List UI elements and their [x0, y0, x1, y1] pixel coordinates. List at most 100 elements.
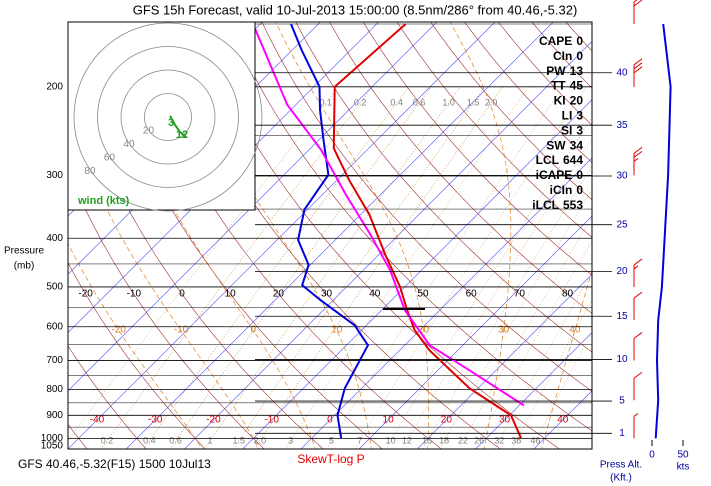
height-axis-unit: (Kft.) — [610, 473, 632, 484]
theta-label: 0 — [179, 289, 185, 300]
hodograph-ring-label: 80 — [84, 166, 96, 177]
plot-frame — [67, 21, 593, 450]
hodograph-ring-label: 60 — [104, 153, 116, 164]
mixing-ratio-label: 46 — [530, 435, 540, 445]
hodograph-trace — [169, 115, 187, 138]
index-name: LI — [562, 109, 573, 123]
overlay: 1050100090080070060050040030020015101520… — [41, 0, 689, 461]
index-value: 0 — [576, 183, 583, 197]
wind-tick-label: 0 — [649, 450, 655, 461]
moist-adiabat-label: 20 — [418, 325, 430, 336]
theta-label: -10 — [127, 289, 142, 300]
isotherm — [242, 99, 592, 449]
theta-label: 80 — [562, 289, 574, 300]
mixing-ratio-label: 1.5 — [232, 435, 245, 445]
dry-adiabat — [68, 262, 206, 449]
y-axis-label: Pressure — [4, 246, 44, 257]
chart-title: GFS 15h Forecast, valid 10-Jul-2013 15:0… — [133, 2, 578, 17]
wind-barb — [633, 371, 643, 401]
index-name: iCIn — [550, 183, 573, 197]
index-value: 20 — [570, 94, 584, 108]
theta-label: 10 — [225, 289, 237, 300]
height-tick-label: 20 — [616, 266, 628, 277]
isotherm — [68, 22, 379, 333]
mixing-ratio-label: 0.4 — [390, 97, 403, 107]
index-value: 45 — [570, 79, 584, 93]
y-tick-label: 300 — [46, 170, 63, 181]
mixing-ratio-label: 0.2 — [101, 435, 114, 445]
theta-label: 60 — [466, 289, 478, 300]
height-tick-label: 40 — [616, 67, 628, 78]
height-tick-label: 35 — [616, 120, 628, 131]
index-value: 0 — [576, 34, 583, 48]
height-tick-label: 1 — [619, 428, 625, 439]
index-name: KI — [554, 94, 566, 108]
y-tick-label: 200 — [46, 81, 63, 92]
height-tick-label: 25 — [616, 219, 628, 230]
theta-label: 50 — [417, 289, 429, 300]
mixing-ratio-label: 1 — [207, 435, 212, 445]
index-name: TT — [551, 79, 566, 93]
index-label: SW 34 — [546, 138, 583, 152]
mixing-ratio-label: 1.0 — [442, 97, 455, 107]
index-value: 553 — [563, 198, 583, 212]
x-tick-label: 20 — [441, 415, 453, 426]
moist-adiabat-label: 0 — [250, 325, 256, 336]
index-label: CIn 0 — [553, 49, 583, 63]
index-label: LCL 644 — [536, 153, 584, 167]
mixing-ratio-label: 26 — [474, 435, 484, 445]
y-tick-label: 400 — [46, 233, 63, 244]
mixing-ratio-label: 1.5 — [467, 97, 480, 107]
y-tick-label: 800 — [46, 384, 63, 395]
isotherm — [125, 22, 554, 449]
index-label: PW 13 — [546, 64, 583, 78]
x-axis-label: SkewT-log P — [297, 452, 364, 466]
x-tick-label: -20 — [206, 415, 221, 426]
mixing-ratio-label: 22 — [458, 435, 468, 445]
mixing-ratio-label: 3 — [288, 435, 293, 445]
mixing-ratio-label: 0.4 — [143, 435, 156, 445]
index-value: 34 — [570, 138, 584, 152]
index-value: 644 — [563, 153, 583, 167]
index-label: KI 20 — [554, 94, 584, 108]
wind-axis-unit: kts — [677, 462, 690, 473]
hodograph-label: wind (kts) — [77, 195, 130, 207]
y-tick-label: 1000 — [41, 433, 64, 444]
y-tick-label: 900 — [46, 410, 63, 421]
mixing-ratio-label: 18 — [439, 435, 449, 445]
x-tick-label: -10 — [264, 415, 279, 426]
hodograph-ring — [97, 46, 239, 188]
wind-speed-line — [654, 23, 672, 439]
mixing-ratio-label: 2.0 — [485, 97, 498, 107]
theta-label: 20 — [273, 289, 285, 300]
x-tick-label: 10 — [383, 415, 395, 426]
hodograph-ring-label: 40 — [123, 139, 135, 150]
moist-adiabat — [68, 242, 203, 449]
hodograph-point-label: 3 — [168, 117, 174, 129]
isotherm — [475, 332, 592, 449]
wind-barb — [633, 146, 643, 176]
index-name: CIn — [553, 49, 572, 63]
x-tick-label: -40 — [90, 415, 105, 426]
index-label: LI 3 — [562, 109, 584, 123]
hodograph-box — [67, 21, 256, 211]
hodograph-ring — [73, 22, 263, 212]
wind-barb — [633, 412, 639, 439]
profile-line — [290, 23, 370, 439]
index-value: 0 — [576, 168, 583, 182]
wind-barb — [633, 258, 643, 287]
index-value: 0 — [576, 49, 583, 63]
x-tick-label: 0 — [327, 415, 333, 426]
mixing-ratio-label: 2.0 — [254, 435, 267, 445]
moist-adiabat-label: 30 — [498, 325, 510, 336]
index-label: iLCL 553 — [532, 198, 583, 212]
index-label: CAPE 0 — [539, 34, 583, 48]
isotherm — [416, 273, 592, 449]
theta-label: -20 — [78, 289, 93, 300]
moist-adiabat — [275, 22, 429, 449]
hodograph-ring — [144, 93, 192, 141]
x-tick-label: -30 — [148, 415, 163, 426]
height-axis-label: Press Alt. — [600, 460, 642, 471]
index-name: iLCL — [532, 198, 559, 212]
